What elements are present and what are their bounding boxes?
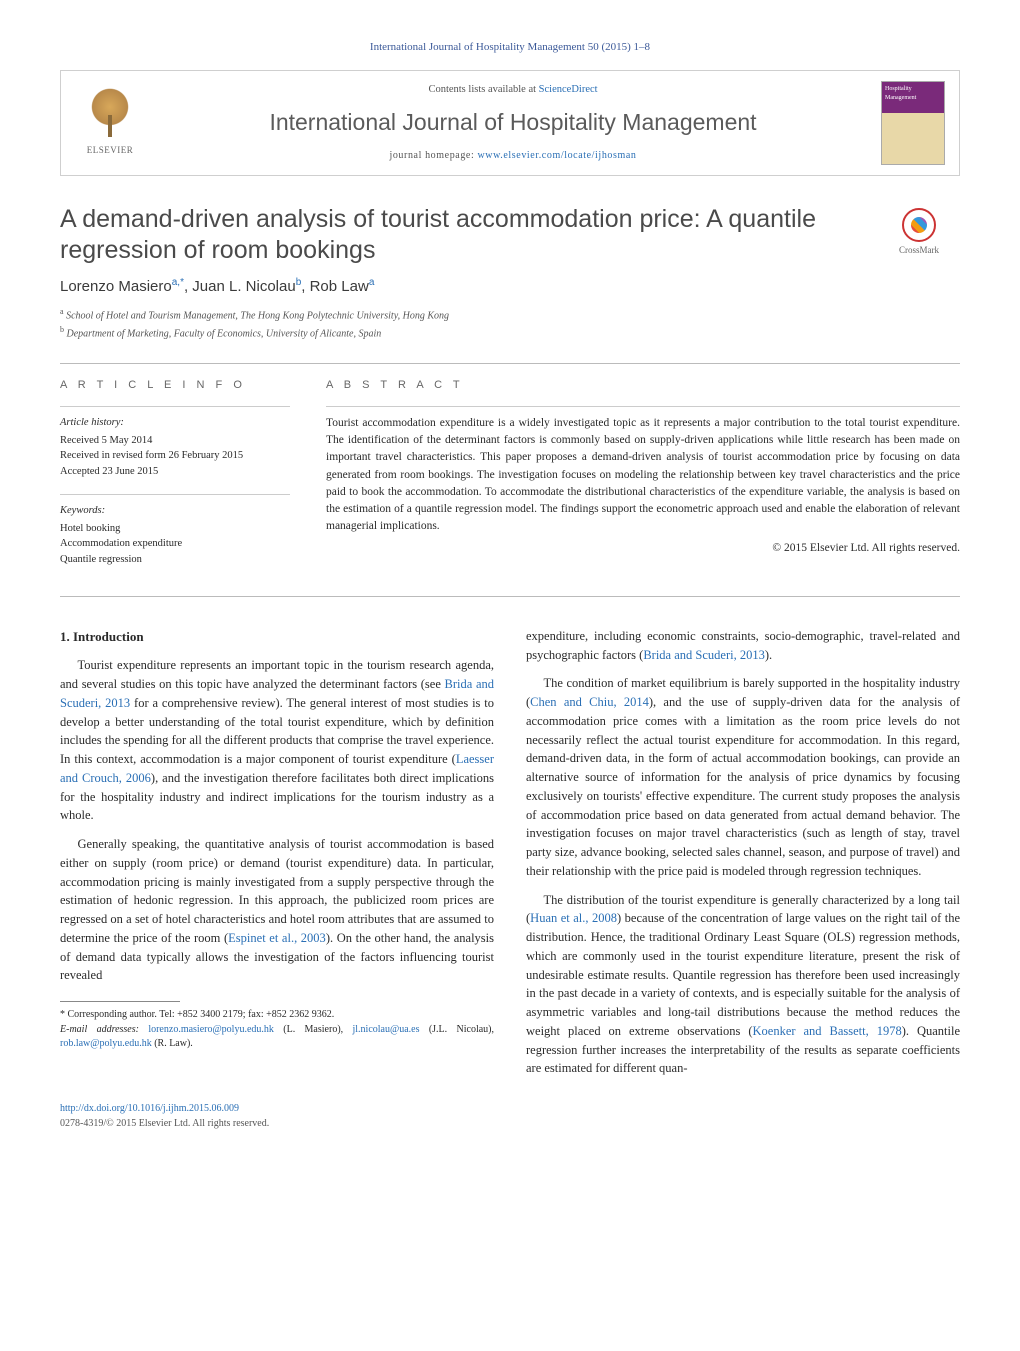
cite-espinet-2003[interactable]: Espinet et al., 2003 [228, 931, 326, 945]
article-history-label: Article history: [60, 415, 290, 431]
keywords-block: Keywords: Hotel booking Accommodation ex… [60, 503, 290, 568]
affiliation-line: a School of Hotel and Tourism Management… [60, 306, 960, 323]
affiliation-line: b Department of Marketing, Faculty of Ec… [60, 324, 960, 341]
p4-frag-b: ), and the use of supply-driven data for… [526, 695, 960, 878]
article-history-block: Article history: Received 5 May 2014 Rec… [60, 415, 290, 480]
intro-para-2: Generally speaking, the quantitative ana… [60, 835, 494, 985]
intro-para-5: The distribution of the tourist expendit… [526, 891, 960, 1079]
abstract-column: A B S T R A C T Tourist accommodation ex… [326, 378, 960, 582]
journal-reference: International Journal of Hospitality Man… [60, 40, 960, 56]
homepage-prefix: journal homepage: [389, 150, 477, 161]
article-title: A demand-driven analysis of tourist acco… [60, 204, 862, 267]
emails-label: E-mail addresses: [60, 1024, 148, 1035]
keyword-1: Hotel booking [60, 521, 290, 537]
abstract-rule [326, 406, 960, 407]
elsevier-logo: ELSEVIER [75, 83, 145, 163]
article-info-heading: A R T I C L E I N F O [60, 378, 290, 394]
title-row: A demand-driven analysis of tourist acco… [60, 204, 960, 267]
affiliations: a School of Hotel and Tourism Management… [60, 306, 960, 341]
email-masiero-who: (L. Masiero), [274, 1024, 353, 1035]
abstract-text: Tourist accommodation expenditure is a w… [326, 415, 960, 536]
abstract-heading: A B S T R A C T [326, 378, 960, 394]
cite-koenker-1978[interactable]: Koenker and Bassett, 1978 [753, 1024, 902, 1038]
sciencedirect-link[interactable]: ScienceDirect [539, 84, 598, 95]
divider-top [60, 363, 960, 364]
authors-line: Lorenzo Masieroa,*, Juan L. Nicolaub, Ro… [60, 276, 960, 298]
cover-label: Hospitality Management [885, 86, 916, 101]
corresponding-author-note: * Corresponding author. Tel: +852 3400 2… [60, 1008, 494, 1023]
journal-homepage-line: journal homepage: www.elsevier.com/locat… [159, 149, 867, 164]
email-law-who: (R. Law). [152, 1038, 193, 1049]
contents-prefix: Contents lists available at [428, 84, 538, 95]
history-received: Received 5 May 2014 [60, 433, 290, 449]
section-1-heading: 1. Introduction [60, 627, 494, 647]
email-nicolau[interactable]: jl.nicolau@ua.es [353, 1024, 420, 1035]
cite-chen-2014[interactable]: Chen and Chiu, 2014 [530, 695, 649, 709]
abstract-copyright: © 2015 Elsevier Ltd. All rights reserved… [326, 540, 960, 557]
p5-frag-b: ) because of the concentration of large … [526, 911, 960, 1038]
cite-brida-2013-b[interactable]: Brida and Scuderi, 2013 [643, 648, 765, 662]
email-masiero[interactable]: lorenzo.masiero@polyu.edu.hk [148, 1024, 274, 1035]
p3-frag-b: ). [765, 648, 772, 662]
email-law[interactable]: rob.law@polyu.edu.hk [60, 1038, 152, 1049]
divider-bottom [60, 596, 960, 597]
contents-available-line: Contents lists available at ScienceDirec… [159, 82, 867, 97]
keyword-3: Quantile regression [60, 552, 290, 568]
crossmark-badge[interactable]: CrossMark [878, 208, 960, 257]
p2-frag-a: Generally speaking, the quantitative ana… [60, 837, 494, 945]
journal-header-box: ELSEVIER Contents lists available at Sci… [60, 70, 960, 176]
intro-para-3: expenditure, including economic constrai… [526, 627, 960, 665]
intro-para-1: Tourist expenditure represents an import… [60, 656, 494, 825]
body-two-column: 1. Introduction Tourist expenditure repr… [60, 627, 960, 1078]
footnote-separator [60, 1001, 180, 1002]
email-addresses-line: E-mail addresses: lorenzo.masiero@polyu.… [60, 1023, 494, 1052]
p1-frag-a: Tourist expenditure represents an import… [60, 658, 494, 691]
cite-huan-2008[interactable]: Huan et al., 2008 [530, 911, 617, 925]
issn-copyright-line: 0278-4319/© 2015 Elsevier Ltd. All right… [60, 1118, 269, 1129]
journal-title: International Journal of Hospitality Man… [159, 106, 867, 139]
journal-homepage-link[interactable]: www.elsevier.com/locate/ijhosman [477, 150, 636, 161]
article-info-column: A R T I C L E I N F O Article history: R… [60, 378, 290, 582]
doi-footer: http://dx.doi.org/10.1016/j.ijhm.2015.06… [60, 1102, 960, 1131]
crossmark-label: CrossMark [878, 244, 960, 257]
journal-cover-thumbnail: Hospitality Management [881, 81, 945, 165]
history-accepted: Accepted 23 June 2015 [60, 464, 290, 480]
header-center: Contents lists available at ScienceDirec… [159, 82, 867, 163]
email-nicolau-who: (J.L. Nicolau), [419, 1024, 494, 1035]
crossmark-icon [902, 208, 936, 242]
doi-link[interactable]: http://dx.doi.org/10.1016/j.ijhm.2015.06… [60, 1103, 239, 1114]
info-rule-1 [60, 406, 290, 407]
elsevier-tree-icon [83, 88, 137, 142]
footnotes-block: * Corresponding author. Tel: +852 3400 2… [60, 1001, 494, 1052]
history-revised: Received in revised form 26 February 201… [60, 448, 290, 464]
elsevier-label: ELSEVIER [87, 144, 134, 157]
info-abstract-row: A R T I C L E I N F O Article history: R… [60, 378, 960, 582]
keyword-2: Accommodation expenditure [60, 536, 290, 552]
intro-para-4: The condition of market equilibrium is b… [526, 674, 960, 880]
page: International Journal of Hospitality Man… [0, 0, 1020, 1161]
info-rule-2 [60, 494, 290, 495]
keywords-label: Keywords: [60, 503, 290, 519]
